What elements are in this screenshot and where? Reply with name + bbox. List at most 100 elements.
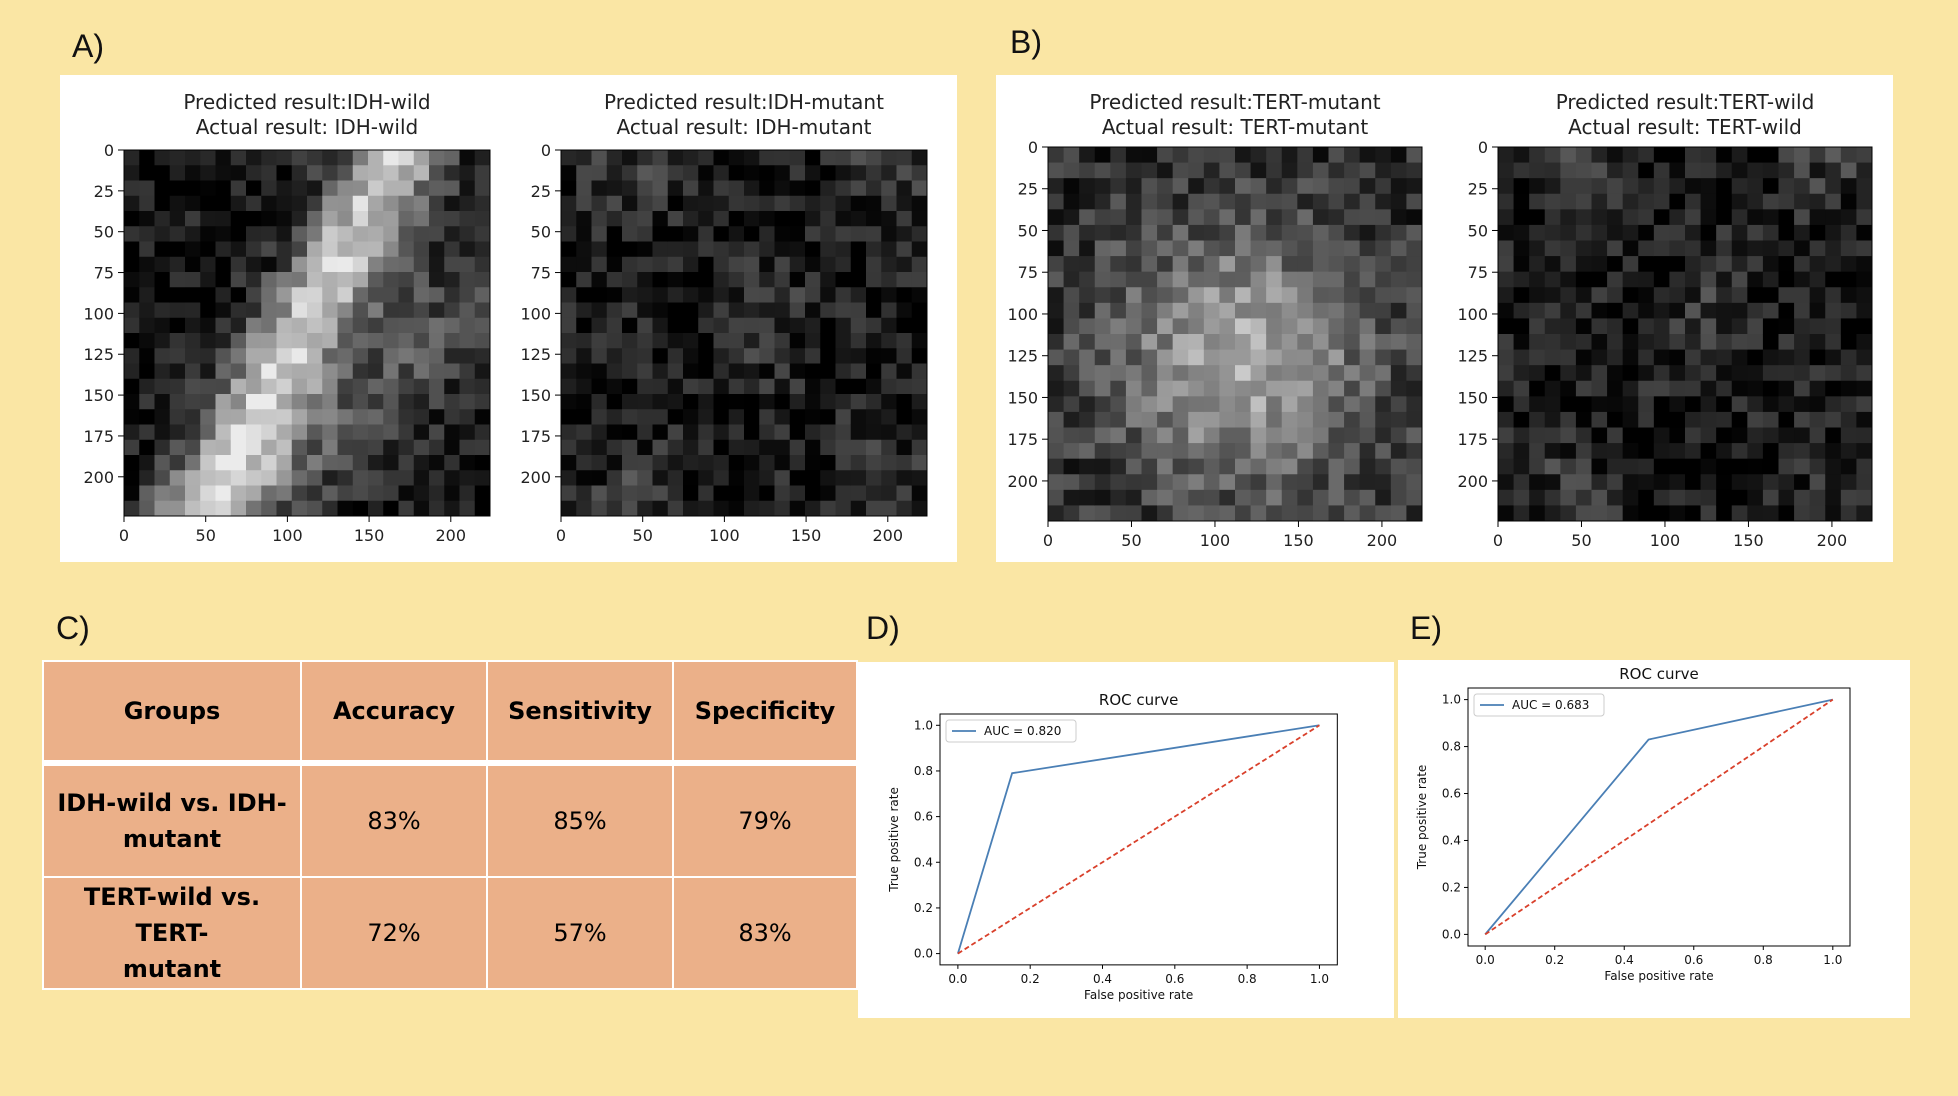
x-tick-label: 0.2: [1545, 953, 1564, 967]
x-tick-label: 100: [709, 526, 740, 545]
y-tick-label: 1.0: [1442, 693, 1461, 707]
legend-box: [1473, 693, 1605, 717]
y-axis-label: True positive rate: [887, 787, 901, 893]
group-cell: TERT-wild vs. TERT- mutant: [42, 876, 302, 990]
y-tick-label: 75: [531, 264, 551, 283]
image-pixels: [1498, 147, 1873, 522]
specificity-cell: 79%: [672, 762, 858, 878]
y-tick-label: 175: [83, 427, 114, 446]
group-label-line1: IDH-wild vs. IDH-: [57, 789, 287, 817]
specificity-cell: 83%: [672, 876, 858, 990]
y-tick-label: 0.8: [1442, 740, 1461, 754]
y-tick-label: 200: [1007, 472, 1038, 491]
y-tick-label: 0: [1028, 138, 1038, 157]
group-label-line1: TERT-wild vs. TERT-: [83, 883, 261, 947]
chart-title: ROC curve: [1619, 665, 1699, 683]
y-tick-label: 0.0: [914, 947, 933, 961]
y-tick-label: 25: [1468, 180, 1488, 199]
roc-chart-e: ROC curve 0.0 0.0 0.2 0.2 0.4 0.4 0.6 0.6 0.8 0.8 1…: [1398, 660, 1910, 1018]
y-tick-label: 75: [94, 264, 114, 283]
y-tick-label: 100: [83, 304, 114, 323]
x-tick-label: 0.6: [1165, 972, 1184, 986]
plot-area: [1467, 687, 1851, 947]
y-tick-label: 0: [104, 141, 114, 160]
y-tick-label: 0.6: [914, 810, 933, 824]
y-tick-label: 150: [1007, 388, 1038, 407]
x-tick-label: 1.0: [1823, 953, 1842, 967]
header-accuracy: Accuracy: [300, 660, 488, 764]
chart-legend: AUC = 0.820: [945, 719, 1077, 743]
y-tick-label: 175: [1007, 430, 1038, 449]
x-tick-label: 150: [1283, 531, 1314, 550]
y-tick-label: 75: [1018, 263, 1038, 282]
metrics-table: Groups Accuracy Sensitivity Specificity …: [42, 660, 858, 990]
image-title-line2: Actual result: IDH-mutant: [616, 115, 871, 139]
x-tick-label: 0: [119, 526, 129, 545]
y-tick-label: 50: [531, 223, 551, 242]
panel-label-a: A): [72, 28, 104, 64]
x-tick-label: 0: [556, 526, 566, 545]
x-tick-label: 0.6: [1684, 953, 1703, 967]
chart-title: ROC curve: [1099, 691, 1179, 709]
image-pixels: [124, 150, 491, 517]
y-tick-label: 200: [520, 468, 551, 487]
x-tick-label: 50: [196, 526, 216, 545]
x-axis-label: False positive rate: [1604, 969, 1713, 983]
y-tick-label: 100: [520, 304, 551, 323]
y-tick-label: 50: [94, 223, 114, 242]
image-frame: [560, 149, 928, 517]
x-tick-label: 0.8: [1238, 972, 1257, 986]
x-tick-label: 50: [1571, 531, 1591, 550]
image-title-line2: Actual result: TERT-wild: [1568, 115, 1802, 139]
x-tick-label: 200: [436, 526, 467, 545]
y-tick-label: 75: [1468, 263, 1488, 282]
y-tick-label: 25: [1018, 180, 1038, 199]
image-frame: [123, 149, 491, 517]
y-axis-label: True positive rate: [1415, 765, 1429, 871]
x-tick-label: 200: [873, 526, 904, 545]
group-label-line2: mutant: [122, 955, 222, 983]
y-tick-label: 0.0: [1442, 927, 1461, 941]
y-tick-label: 25: [94, 182, 114, 201]
y-tick-label: 125: [1457, 347, 1488, 366]
y-tick-label: 175: [1457, 430, 1488, 449]
image-frame: [1497, 146, 1873, 522]
y-tick-label: 0: [541, 141, 551, 160]
y-tick-label: 50: [1018, 221, 1038, 240]
diagonal-reference-line: [957, 724, 1320, 955]
y-tick-label: 50: [1468, 221, 1488, 240]
header-groups: Groups: [42, 660, 302, 764]
x-tick-label: 0: [1043, 531, 1053, 550]
panel-label-e: E): [1410, 610, 1442, 646]
y-tick-label: 0.8: [914, 764, 933, 778]
x-tick-label: 150: [791, 526, 822, 545]
x-tick-label: 0.4: [1615, 953, 1634, 967]
y-tick-label: 0: [1478, 138, 1488, 157]
x-tick-label: 100: [272, 526, 303, 545]
image-pixels: [561, 150, 928, 517]
roc-chart-d: ROC curve 0.0 0.0 0.2 0.2 0.4 0.4 0.6 0.6 0.8 0.8 1…: [858, 662, 1394, 1018]
y-tick-label: 150: [520, 386, 551, 405]
y-tick-label: 125: [520, 345, 551, 364]
diagonal-reference-line: [1484, 698, 1834, 936]
x-tick-label: 0.8: [1754, 953, 1773, 967]
y-tick-label: 125: [1007, 347, 1038, 366]
image-title-line1: Predicted result:IDH-mutant: [604, 90, 884, 114]
y-tick-label: 125: [83, 345, 114, 364]
y-tick-label: 1.0: [914, 718, 933, 732]
y-tick-label: 200: [83, 468, 114, 487]
x-tick-label: 0.0: [1476, 953, 1495, 967]
sensitivity-cell: 85%: [486, 762, 674, 878]
panel-label-b: B): [1010, 24, 1042, 60]
x-tick-label: 0.4: [1093, 972, 1112, 986]
x-tick-label: 100: [1650, 531, 1681, 550]
x-tick-label: 150: [1733, 531, 1764, 550]
x-tick-label: 50: [633, 526, 653, 545]
x-tick-label: 0.2: [1021, 972, 1040, 986]
table-row: IDH-wild vs. IDH- mutant 83% 85% 79%: [42, 762, 858, 878]
y-tick-label: 150: [1457, 388, 1488, 407]
x-tick-label: 0: [1493, 531, 1503, 550]
